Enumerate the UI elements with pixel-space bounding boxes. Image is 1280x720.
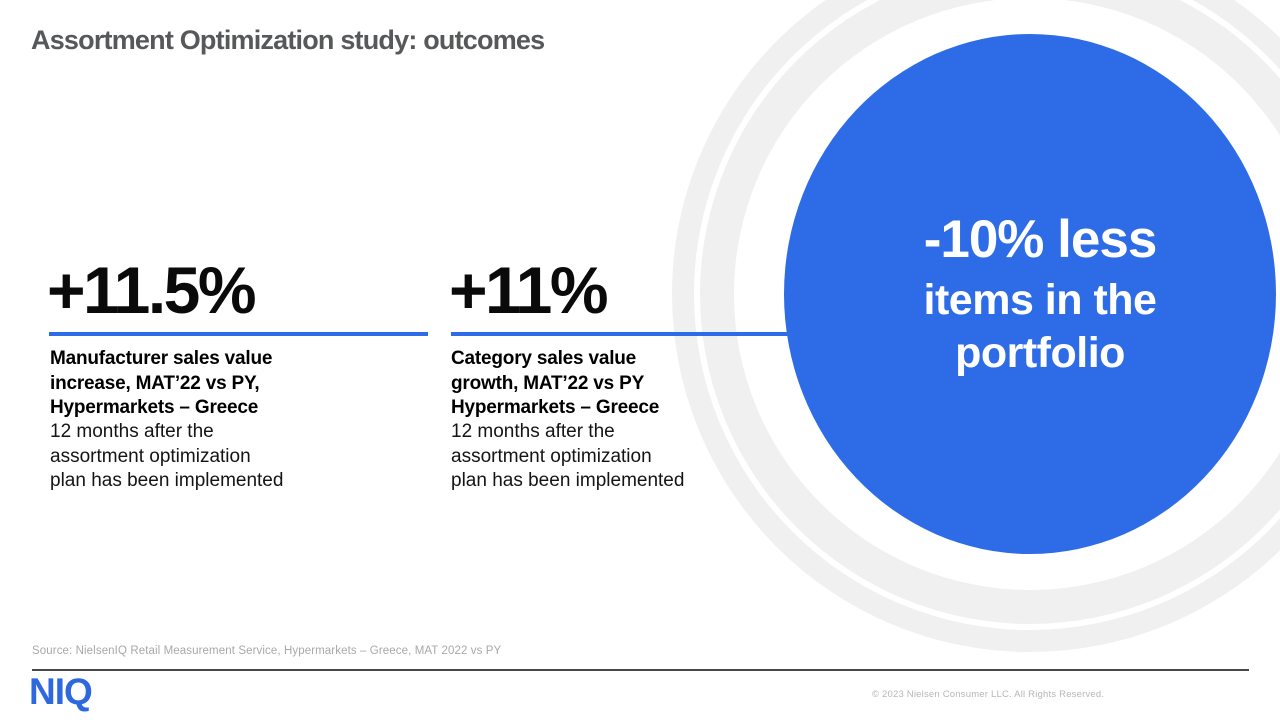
detail-line: assortment optimization [451,445,652,467]
highlight-value: -10% less [923,210,1158,269]
caption-line: Manufacturer sales value [50,348,273,369]
detail-line: plan has been implemented [451,470,685,491]
slide-title: Assortment Optimization study: outcomes [31,25,545,55]
caption-line: increase, MAT’22 vs PY, [50,372,260,394]
stat-caption-category: Category sales value growth, MAT’22 vs P… [451,347,741,421]
caption-line: Category sales value [451,348,637,369]
detail-line: 12 months after the [451,421,615,442]
stat-underline-manufacturer [49,332,428,336]
copyright-text: © 2023 Nielsen Consumer LLC. All Rights … [872,689,1105,700]
detail-line: 12 months after the [50,421,214,442]
niq-logo: NIQ [29,671,93,712]
stat-detail-category: 12 months after the assortment optimizat… [451,420,741,494]
highlight-caption-line-2: portfolio [955,329,1125,377]
stat-underline-category [451,332,795,336]
highlight-text-block: -10% less items in the portfolio [794,206,1280,380]
caption-line: Hypermarkets – Greece [451,397,660,418]
highlight-circle [784,34,1276,554]
detail-line: assortment optimization [50,445,251,467]
stat-value-category: +11% [449,253,609,327]
stat-detail-manufacturer: 12 months after the assortment optimizat… [50,420,340,494]
source-note: Source: NielsenIQ Retail Measurement Ser… [32,645,502,657]
highlight-caption-line-1: items in the [923,276,1157,324]
footer-divider [32,669,1249,671]
caption-line: Hypermarkets – Greece [50,397,259,418]
stat-value-manufacturer: +11.5% [47,253,257,327]
caption-line: growth, MAT’22 vs PY [451,372,645,394]
stat-caption-manufacturer: Manufacturer sales value increase, MAT’2… [50,347,340,421]
detail-line: plan has been implemented [50,470,284,491]
